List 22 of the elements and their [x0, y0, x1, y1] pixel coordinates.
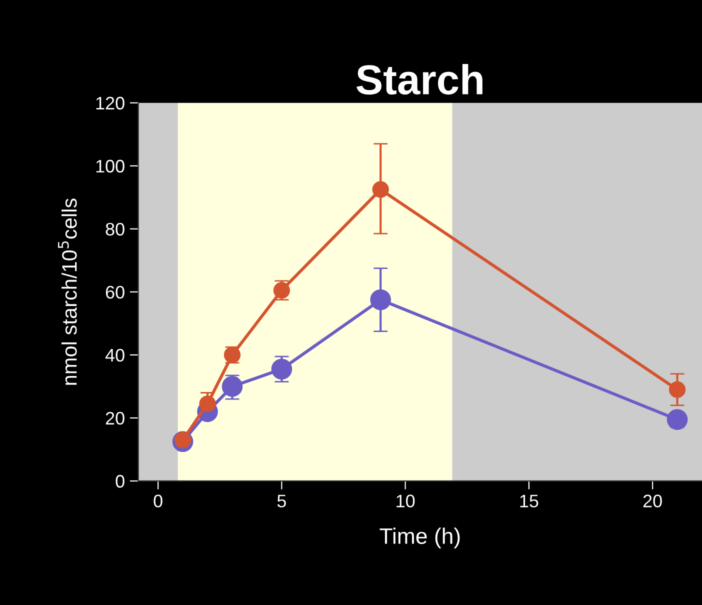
- point: [372, 181, 389, 198]
- x-tick-label: 0: [154, 494, 162, 508]
- point: [666, 409, 688, 430]
- x-tick-label: 15: [520, 494, 538, 508]
- y-tick-label: 40: [105, 348, 124, 362]
- x-tick-label: 5: [277, 494, 286, 508]
- point: [370, 289, 392, 310]
- y-tick-label: 120: [96, 96, 124, 110]
- x-tick-label: 20: [643, 494, 662, 508]
- y-tick-label: 60: [106, 286, 124, 299]
- chart-title: Starch: [356, 64, 482, 95]
- point: [199, 395, 216, 412]
- y-tick-label: 100: [96, 160, 124, 173]
- y-axis-title: nmol starch/10$^{5}$cells: [58, 198, 77, 385]
- y-tick-label: 0: [116, 474, 124, 488]
- y-tick-label: 20: [106, 412, 124, 425]
- x-axis-title: Time (h): [380, 528, 460, 548]
- point: [222, 376, 243, 397]
- y-tick-label: 80: [106, 222, 124, 236]
- point: [668, 381, 686, 398]
- x-tick-label: 10: [396, 494, 415, 508]
- point: [271, 358, 292, 380]
